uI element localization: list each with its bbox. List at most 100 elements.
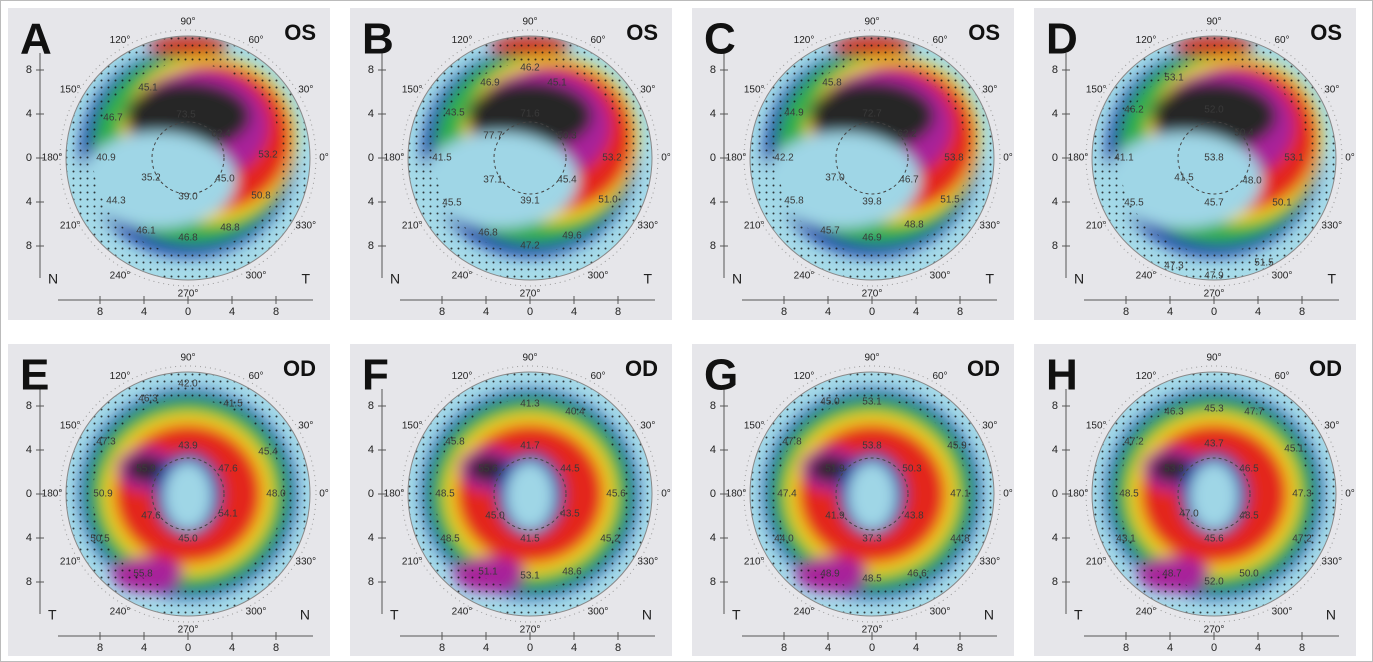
value-label: 51.0 bbox=[598, 195, 618, 206]
angle-label: 90° bbox=[864, 17, 879, 28]
scale-label: 4 bbox=[26, 108, 32, 120]
value-label: 54.1 bbox=[218, 509, 238, 520]
scale-label: 8 bbox=[1052, 240, 1058, 252]
value-label: 55.6 bbox=[478, 464, 498, 475]
value-label: 46.7 bbox=[899, 175, 919, 186]
side-label: T bbox=[732, 607, 741, 623]
value-label: 46.6 bbox=[907, 569, 927, 580]
scale-label: 4 bbox=[913, 306, 919, 318]
angle-label: 90° bbox=[180, 353, 195, 364]
scale-label: 4 bbox=[1255, 642, 1261, 654]
value-label: 44.5 bbox=[560, 464, 580, 475]
angle-label: 60° bbox=[590, 35, 605, 46]
color-region bbox=[126, 456, 166, 482]
scale-label: 0 bbox=[368, 488, 374, 500]
color-region bbox=[1152, 456, 1192, 482]
angle-label: 90° bbox=[1206, 17, 1221, 28]
side-label: T bbox=[390, 607, 399, 623]
value-label: 45.5 bbox=[442, 198, 462, 209]
angle-label: 30° bbox=[640, 421, 655, 432]
color-region bbox=[422, 132, 578, 228]
scale-label: 4 bbox=[913, 642, 919, 654]
angle-label: 180° bbox=[42, 489, 63, 500]
scale-label: 0 bbox=[1052, 152, 1058, 164]
angle-label: 270° bbox=[520, 625, 541, 636]
value-label: 46.1 bbox=[136, 226, 156, 237]
pupil-outline bbox=[1177, 121, 1251, 195]
blobs bbox=[80, 390, 296, 598]
angle-label: 210° bbox=[60, 557, 81, 568]
value-label: 41.5 bbox=[520, 534, 540, 545]
color-region bbox=[468, 456, 508, 482]
side-label: N bbox=[48, 271, 58, 287]
value-label: 53.1 bbox=[1284, 153, 1304, 164]
scale-label: 8 bbox=[368, 64, 374, 76]
angle-label: 180° bbox=[42, 153, 63, 164]
angle-label: 240° bbox=[1136, 270, 1157, 281]
scale-label: 8 bbox=[273, 306, 279, 318]
value-label: 47.4 bbox=[777, 489, 797, 500]
map-outline bbox=[749, 371, 995, 617]
value-label: 48.9 bbox=[820, 569, 840, 580]
angle-label: 0° bbox=[1003, 153, 1013, 164]
value-label: 50.9 bbox=[93, 489, 113, 500]
angle-label: 330° bbox=[979, 221, 1000, 232]
angle-label: 240° bbox=[452, 606, 473, 617]
pupil-outline bbox=[151, 121, 225, 195]
angle-label: 60° bbox=[932, 371, 947, 382]
angle-label: 150° bbox=[402, 85, 423, 96]
angle-label: 150° bbox=[60, 421, 81, 432]
value-label: 50.3 bbox=[902, 464, 922, 475]
color-region bbox=[764, 132, 920, 228]
angle-label: 180° bbox=[1068, 153, 1089, 164]
scale-label: 0 bbox=[26, 152, 32, 164]
eye-label: OS bbox=[626, 20, 658, 45]
scale-label: 4 bbox=[1052, 532, 1058, 544]
value-label: 39.1 bbox=[520, 196, 540, 207]
value-label: 41.3 bbox=[520, 399, 540, 410]
value-label: 48.5 bbox=[1119, 489, 1139, 500]
pupil-outline bbox=[493, 121, 567, 195]
angle-label: 120° bbox=[794, 371, 815, 382]
scale-label: 8 bbox=[1052, 576, 1058, 588]
value-label: 45.4 bbox=[557, 175, 577, 186]
angle-label: 60° bbox=[1274, 371, 1289, 382]
scale-label: 0 bbox=[527, 306, 533, 318]
scale-label: 0 bbox=[185, 306, 191, 318]
value-label: 62.4 bbox=[211, 129, 231, 140]
panel: 90° 120° 150° 180° 210° 240° 270° 300° 330° 0° 30°… bbox=[692, 8, 1014, 320]
value-label: 71.6 bbox=[520, 109, 540, 120]
value-label: 45.1 bbox=[1284, 444, 1304, 455]
scale-label: 8 bbox=[26, 240, 32, 252]
value-label: 45.5 bbox=[1124, 198, 1144, 209]
color-map bbox=[408, 36, 652, 280]
value-label: 41.5 bbox=[432, 153, 452, 164]
angle-label: 90° bbox=[522, 17, 537, 28]
angle-label: 150° bbox=[744, 421, 765, 432]
value-label: 45.1 bbox=[138, 83, 158, 94]
value-label: 47.1 bbox=[950, 489, 970, 500]
scale-label: 0 bbox=[710, 152, 716, 164]
value-label: 48.0 bbox=[266, 489, 286, 500]
angle-ring bbox=[401, 29, 659, 287]
angle-label: 180° bbox=[384, 489, 405, 500]
value-label: 39.8 bbox=[862, 197, 882, 208]
scale-label: 4 bbox=[229, 642, 235, 654]
angle-label: 0° bbox=[1345, 153, 1355, 164]
scale-label: 0 bbox=[185, 642, 191, 654]
value-label: 50.8 bbox=[251, 191, 271, 202]
value-label: 46.9 bbox=[862, 233, 882, 244]
angle-label: 270° bbox=[862, 625, 883, 636]
angle-label: 330° bbox=[295, 221, 316, 232]
value-label: 45.4 bbox=[258, 447, 278, 458]
value-label: 52.0 bbox=[1204, 577, 1224, 588]
value-label: 73.5 bbox=[176, 110, 196, 121]
value-label: 43.5 bbox=[445, 108, 465, 119]
scale-label: 8 bbox=[26, 64, 32, 76]
scale-label: 8 bbox=[1052, 64, 1058, 76]
scale-label: 8 bbox=[710, 400, 716, 412]
map-outline bbox=[1091, 35, 1337, 281]
scale-label: 8 bbox=[781, 642, 787, 654]
color-map bbox=[750, 372, 994, 616]
angle-label: 90° bbox=[1206, 353, 1221, 364]
